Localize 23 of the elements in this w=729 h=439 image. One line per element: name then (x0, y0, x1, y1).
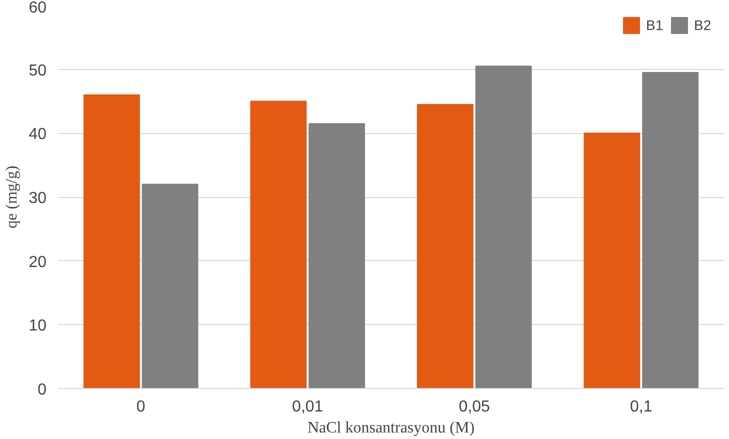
x-tick-label: 0 (136, 398, 146, 416)
y-tick-label: 10 (28, 318, 47, 335)
legend-label: B1 (646, 17, 664, 33)
y-tick-label: 20 (28, 254, 47, 271)
y-tick-label: 60 (28, 0, 47, 16)
bar (83, 94, 140, 388)
x-tick-label: 0,1 (630, 398, 652, 416)
y-tick-label: 30 (28, 190, 47, 207)
bar (416, 104, 474, 388)
x-axis-title: NaCl konsantrasyonu (M) (307, 420, 475, 436)
bar (642, 72, 699, 388)
y-tick-label: 50 (28, 62, 47, 80)
bar (584, 132, 640, 388)
legend-label: B2 (694, 17, 712, 33)
y-axis-title: qe (mg/g) (4, 166, 21, 228)
y-tick-label: 0 (38, 382, 47, 398)
bar (250, 100, 307, 388)
bar (308, 123, 366, 388)
bar (142, 184, 198, 388)
x-tick-label: 0,05 (458, 398, 490, 416)
bar (475, 66, 532, 388)
x-tick-label: 0,01 (292, 398, 324, 416)
y-tick-label: 40 (28, 126, 47, 144)
